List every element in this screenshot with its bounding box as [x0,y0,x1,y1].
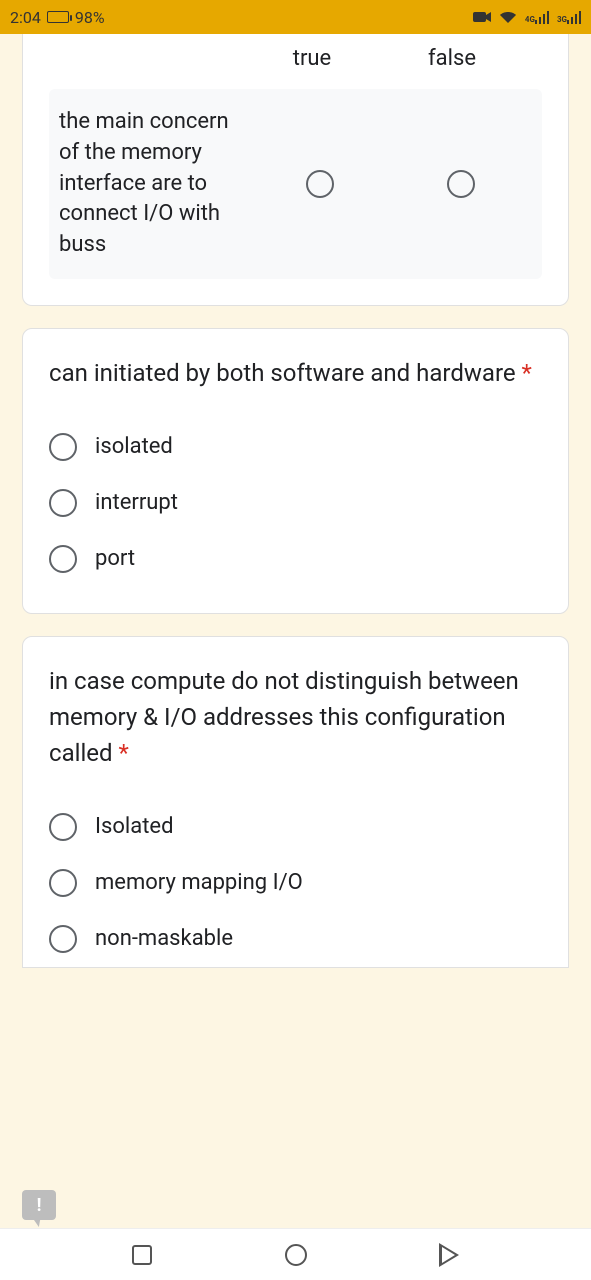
radio-icon [49,489,77,517]
radio-icon [49,433,77,461]
q3-option-non-maskable[interactable]: non-maskable [49,911,542,967]
option-label: port [95,546,135,571]
question-card-1: true false the main concern of the memor… [22,34,569,306]
battery-icon [47,11,69,23]
nav-back-button[interactable] [439,1243,459,1267]
q2-title: can initiated by both software and hardw… [49,355,542,391]
tf-row: the main concern of the memory interface… [49,89,542,279]
option-label: Isolated [95,814,173,839]
exclamation-icon: ! [37,1195,42,1216]
wifi-icon [499,10,517,24]
option-label: interrupt [95,490,178,515]
feedback-button[interactable]: ! [22,1190,56,1220]
q2-option-interrupt[interactable]: interrupt [49,475,542,531]
required-asterisk: * [119,739,129,767]
nav-home-button[interactable] [285,1244,307,1266]
option-label: non-maskable [95,926,233,951]
col-false-label: false [422,46,482,71]
col-true-label: true [282,46,342,71]
q2-option-isolated[interactable]: isolated [49,419,542,475]
status-time: 2:04 [10,8,41,27]
nav-recent-button[interactable] [132,1245,152,1265]
camera-icon [473,10,491,24]
option-label: isolated [95,434,173,459]
radio-icon [49,869,77,897]
status-left: 2:04 98% [10,8,105,27]
tf-question-text: the main concern of the memory interface… [59,107,249,261]
option-label: memory mapping I/O [95,870,303,895]
status-battery: 98% [75,8,105,27]
q3-title: in case compute do not distinguish betwe… [49,663,542,771]
form-content[interactable]: true false the main concern of the memor… [0,34,591,1228]
status-right: 4G 3G [473,10,581,24]
question-card-2: can initiated by both software and hardw… [22,328,569,614]
q3-option-memory-mapping[interactable]: memory mapping I/O [49,855,542,911]
signal-3g-icon: 3G [557,10,581,24]
radio-icon [49,813,77,841]
radio-true[interactable] [306,170,334,198]
radio-false[interactable] [447,170,475,198]
required-asterisk: * [522,359,532,387]
radio-icon [49,545,77,573]
nav-bar [0,1228,591,1280]
question-card-3: in case compute do not distinguish betwe… [22,636,569,968]
q2-option-port[interactable]: port [49,531,542,587]
status-bar: 2:04 98% 4G 3G [0,0,591,34]
q3-option-isolated[interactable]: Isolated [49,799,542,855]
signal-4g-icon: 4G [525,10,549,24]
radio-icon [49,925,77,953]
tf-header: true false [49,46,542,89]
